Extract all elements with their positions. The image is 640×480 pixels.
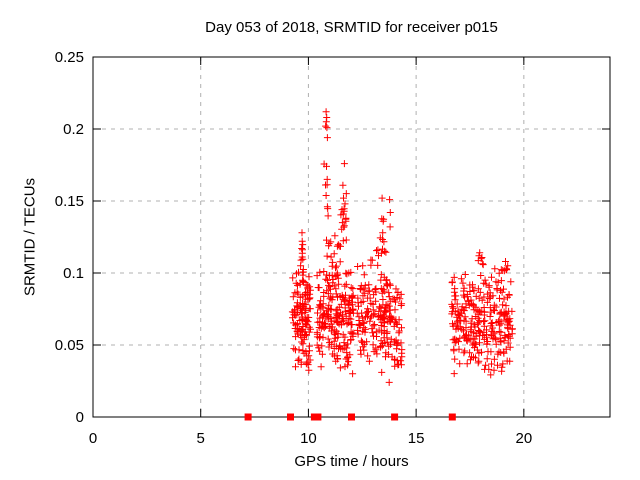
- y-tick-label: 0.2: [63, 121, 84, 138]
- zero-marker-square: [244, 413, 252, 421]
- y-axis-label: SRMTID / TECUs: [21, 177, 39, 297]
- x-tick-label: 0: [89, 430, 97, 447]
- axis-ticks: [92, 56, 610, 418]
- y-tick-label: 0.25: [55, 49, 84, 66]
- y-tick-label: 0.1: [63, 265, 84, 282]
- chart-title: Day 053 of 2018, SRMTID for receiver p01…: [205, 19, 498, 36]
- x-tick-label: 10: [300, 430, 317, 447]
- scatter-points: [288, 108, 516, 386]
- y-tick-label: 0.05: [55, 337, 84, 354]
- x-axis-label: GPS time / hours: [294, 453, 409, 470]
- zero-marker-square: [448, 413, 456, 421]
- x-tick-label: 15: [408, 430, 425, 447]
- zero-marker-square: [314, 413, 322, 421]
- zero-markers: [244, 413, 456, 421]
- x-tick-label: 20: [515, 430, 532, 447]
- y-tick-labels: 0 0.05 0.1 0.15 0.2 0.25: [55, 49, 84, 426]
- y-tick-label: 0.15: [55, 193, 84, 210]
- x-tick-labels: 0 5 10 15 20: [89, 430, 532, 447]
- y-tick-label: 0: [76, 409, 84, 426]
- grid-lines: [93, 57, 610, 417]
- zero-marker-square: [391, 413, 399, 421]
- x-tick-label: 5: [197, 430, 205, 447]
- zero-marker-square: [287, 413, 294, 421]
- plot-border: [92, 56, 611, 418]
- zero-marker-square: [348, 413, 355, 421]
